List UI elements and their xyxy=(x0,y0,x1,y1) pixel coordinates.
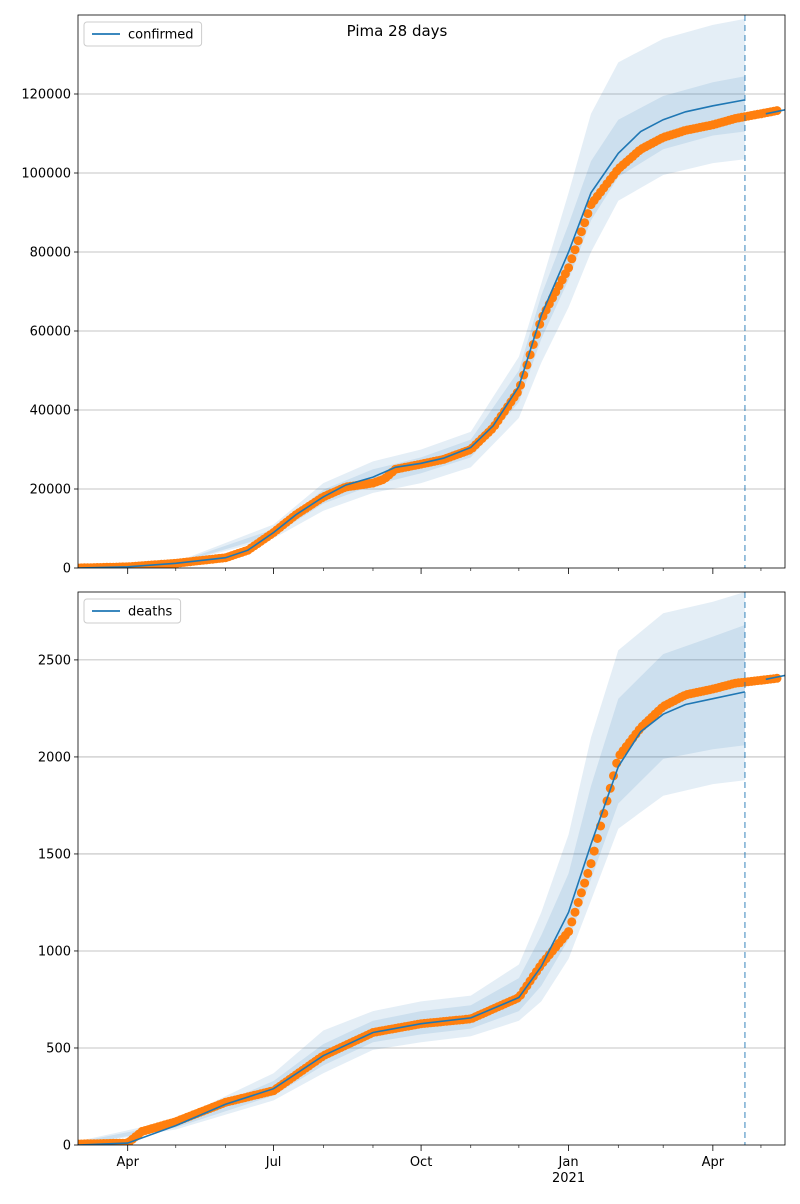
band-confirmed-band-inner xyxy=(78,76,745,568)
data-point xyxy=(512,388,522,398)
data-point xyxy=(564,263,574,273)
chart-title: Pima 28 days xyxy=(347,22,448,40)
axes-frame xyxy=(77,591,786,1146)
data-point xyxy=(570,245,580,255)
y-tick-label: 80000 xyxy=(30,246,71,261)
band-deaths-band-inner xyxy=(78,625,745,1145)
y-tick-label: 500 xyxy=(46,1041,71,1056)
x-tick-label: Apr xyxy=(116,1155,139,1170)
x-tick-year-label: 2021 xyxy=(552,1171,585,1186)
data-point xyxy=(580,218,590,228)
data-point xyxy=(576,888,586,898)
x-tick-label: Jan xyxy=(558,1155,579,1170)
data-point xyxy=(583,868,593,878)
data-point xyxy=(564,927,574,937)
plot-area xyxy=(78,592,785,1145)
data-point xyxy=(573,236,583,246)
y-tick-label: 2500 xyxy=(38,653,71,668)
x-tick-label: Oct xyxy=(410,1155,432,1170)
data-point xyxy=(586,859,596,869)
data-point xyxy=(772,106,782,116)
plot-area xyxy=(78,18,785,568)
y-tick-label: 2000 xyxy=(38,750,71,765)
data-point xyxy=(567,254,577,264)
legend-box xyxy=(83,21,203,47)
y-tick-label: 1500 xyxy=(38,847,71,862)
panel-confirmed: 0 20000 40000 60000 80000 100000 120000 confirm… xyxy=(21,14,786,577)
legend: deaths xyxy=(83,598,182,624)
line-deaths-tail xyxy=(765,674,785,681)
x-tick-label: Jul xyxy=(265,1155,282,1170)
y-tick-label: 0 xyxy=(63,1139,71,1154)
axes-frame xyxy=(77,14,786,569)
legend: confirmed xyxy=(83,21,203,47)
line-deaths xyxy=(78,691,746,1145)
legend-label: deaths xyxy=(128,605,173,620)
y-tick-label: 0 xyxy=(63,562,71,577)
line-confirmed xyxy=(78,99,746,568)
panel-deaths: 0 500 1000 1500 2000 2500 Apr Jul Oct Jan Apr 2021 d… xyxy=(38,591,786,1186)
x-tick-label: Apr xyxy=(702,1155,725,1170)
line-confirmed-tail xyxy=(765,109,785,115)
y-tick-label: 120000 xyxy=(21,88,71,103)
y-tick-label: 1000 xyxy=(38,944,71,959)
band-deaths-band-outer xyxy=(78,592,745,1145)
data-point xyxy=(589,846,599,856)
y-tick-label: 60000 xyxy=(30,325,71,340)
legend-label: confirmed xyxy=(128,28,194,43)
data-point xyxy=(583,209,593,219)
y-tick-label: 40000 xyxy=(30,404,71,419)
data-point xyxy=(570,907,580,917)
data-point xyxy=(580,878,590,888)
data-point xyxy=(576,227,586,237)
legend-box xyxy=(83,598,182,624)
y-tick-label: 100000 xyxy=(21,167,71,182)
data-point xyxy=(573,898,583,907)
band-confirmed-band-outer xyxy=(78,18,745,568)
data-point xyxy=(567,917,577,927)
data-point xyxy=(592,834,602,843)
y-tick-label: 20000 xyxy=(30,483,71,498)
